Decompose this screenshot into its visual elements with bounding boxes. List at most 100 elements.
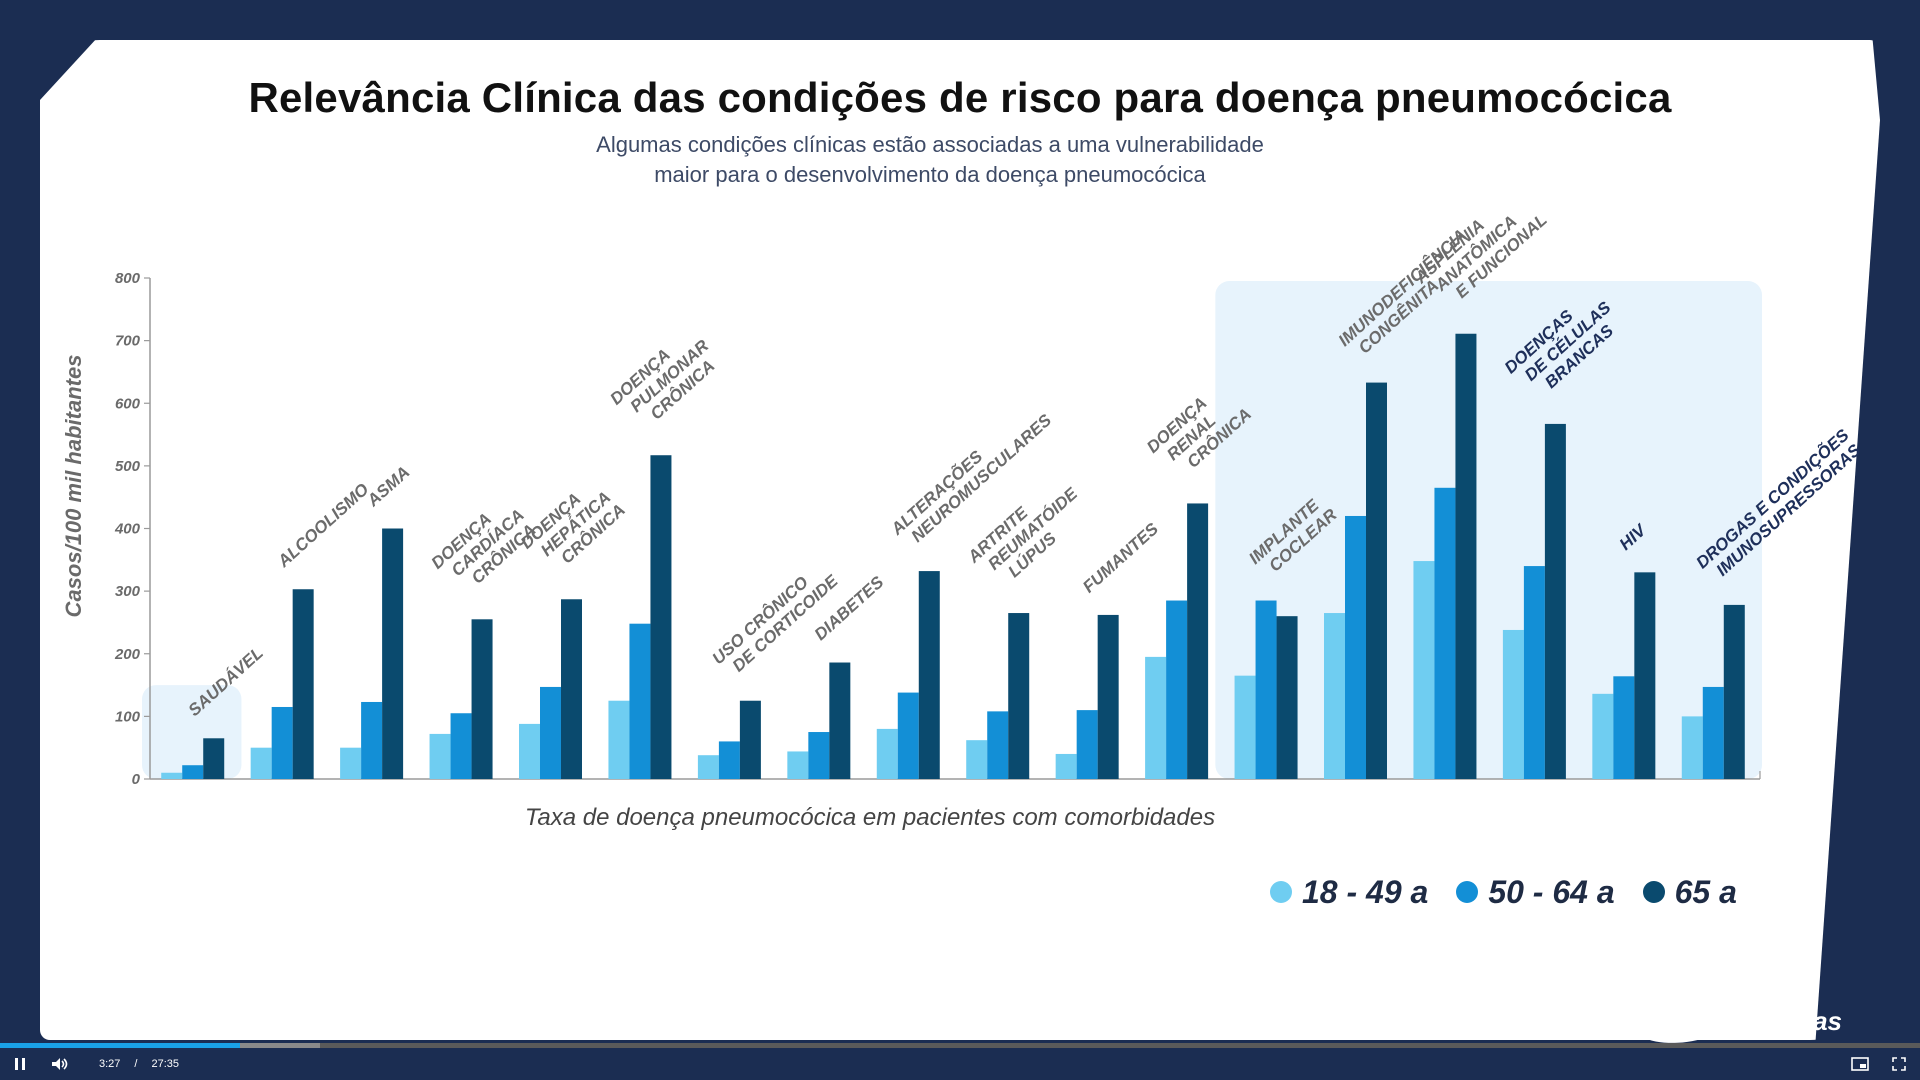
bar-7-series-3 bbox=[739, 700, 761, 779]
bar-14-series-2 bbox=[1345, 515, 1366, 779]
bar-7-series-1 bbox=[697, 755, 719, 779]
bar-13-series-2 bbox=[1255, 600, 1277, 779]
bar-15-series-1 bbox=[1413, 561, 1435, 779]
bar-9-series-2 bbox=[897, 692, 919, 779]
bar-4-series-3 bbox=[471, 619, 493, 779]
y-tick-label: 300 bbox=[115, 583, 141, 600]
y-tick-label: 500 bbox=[115, 458, 141, 475]
bar-15-series-3 bbox=[1455, 333, 1477, 779]
bar-9-series-1 bbox=[876, 728, 898, 779]
category-label-line: FUMANTES bbox=[1079, 519, 1162, 597]
subtitle-line-1: Algumas condições clínicas estão associa… bbox=[596, 132, 1264, 157]
category-label-2: ALCOOLISMO bbox=[273, 480, 372, 572]
time-separator: / bbox=[134, 1058, 138, 1070]
time-display: 3:27 / 27:35 bbox=[99, 1048, 179, 1080]
fullscreen-icon bbox=[1892, 1057, 1906, 1071]
category-label-3: ASMA bbox=[363, 463, 414, 511]
slide-title: Relevância Clínica das condições de risc… bbox=[248, 74, 1672, 121]
bar-8-series-3 bbox=[829, 662, 851, 779]
bar-8-series-2 bbox=[808, 732, 830, 779]
bar-13-series-3 bbox=[1276, 616, 1298, 779]
bar-3-series-2 bbox=[361, 701, 383, 779]
current-time: 3:27 bbox=[99, 1058, 121, 1070]
bar-13-series-1 bbox=[1234, 675, 1256, 779]
bar-1-series-1 bbox=[161, 772, 183, 779]
video-controls: 3:27 / 27:35 bbox=[0, 1048, 1920, 1080]
pause-icon bbox=[15, 1058, 25, 1070]
bar-12-series-2 bbox=[1166, 600, 1188, 779]
x-axis-label: Taxa de doença pneumocócica em pacientes… bbox=[524, 804, 1216, 831]
bar-14-series-3 bbox=[1366, 382, 1387, 779]
legend-label-65: 65 a bbox=[1674, 873, 1737, 910]
bar-12-series-1 bbox=[1145, 656, 1167, 779]
bar-6-series-2 bbox=[629, 623, 651, 779]
bar-1-series-3 bbox=[203, 738, 225, 779]
y-tick-label: 400 bbox=[114, 521, 141, 538]
bar-16-series-2 bbox=[1523, 566, 1545, 779]
bar-5-series-3 bbox=[561, 599, 582, 779]
bar-14-series-1 bbox=[1324, 613, 1345, 779]
bar-10-series-1 bbox=[966, 740, 988, 779]
bar-16-series-3 bbox=[1544, 423, 1566, 779]
pause-button[interactable] bbox=[12, 1048, 28, 1080]
bar-10-series-2 bbox=[987, 711, 1009, 779]
pip-button[interactable] bbox=[1851, 1048, 1869, 1080]
pip-icon bbox=[1851, 1057, 1869, 1071]
brand: Pfizer Vacinas bbox=[1632, 993, 1842, 1049]
bar-11-series-2 bbox=[1076, 710, 1098, 779]
y-tick-label: 700 bbox=[115, 333, 141, 350]
bar-17-series-1 bbox=[1592, 693, 1614, 779]
legend-item-18-49: 18 - 49 a bbox=[1270, 874, 1428, 911]
bar-5-series-2 bbox=[540, 686, 561, 779]
slide-subtitle: Algumas condições clínicas estão associa… bbox=[0, 130, 1860, 190]
bar-15-series-2 bbox=[1434, 487, 1456, 779]
brand-text: Vacinas bbox=[1744, 1005, 1842, 1036]
bar-11-series-1 bbox=[1055, 753, 1077, 779]
bar-5-series-1 bbox=[519, 723, 540, 779]
bar-3-series-3 bbox=[382, 528, 404, 779]
bar-12-series-3 bbox=[1187, 503, 1209, 779]
bar-2-series-2 bbox=[271, 706, 293, 779]
bar-17-series-3 bbox=[1634, 572, 1656, 779]
bar-6-series-1 bbox=[608, 700, 630, 779]
category-label-line: ALCOOLISMO bbox=[273, 480, 372, 572]
video-progress-bar[interactable] bbox=[0, 1043, 1920, 1048]
fullscreen-button[interactable] bbox=[1892, 1048, 1906, 1080]
y-tick-label: 0 bbox=[132, 771, 141, 788]
subtitle-line-2: maior para o desenvolvimento da doença p… bbox=[654, 162, 1206, 187]
bar-18-series-2 bbox=[1702, 686, 1724, 779]
bar-7-series-2 bbox=[718, 741, 740, 779]
y-tick-label: 100 bbox=[115, 708, 141, 725]
bar-4-series-1 bbox=[429, 733, 451, 779]
bar-2-series-3 bbox=[292, 589, 314, 779]
bar-8-series-1 bbox=[787, 751, 809, 779]
bar-1-series-2 bbox=[182, 765, 204, 779]
y-tick-label: 600 bbox=[115, 395, 141, 412]
legend-item-50-64: 50 - 64 a bbox=[1456, 873, 1615, 911]
y-tick-label: 200 bbox=[114, 646, 141, 663]
legend-swatch-65 bbox=[1642, 881, 1665, 903]
chart-legend: 18 - 49 a 50 - 64 a 65 a bbox=[1270, 870, 1737, 914]
bar-6-series-3 bbox=[650, 455, 672, 779]
y-axis-label: Casos/100 mil habitantes bbox=[61, 354, 86, 618]
volume-button[interactable] bbox=[50, 1048, 70, 1080]
volume-icon bbox=[52, 1058, 68, 1070]
legend-label-18-49: 18 - 49 a bbox=[1302, 873, 1429, 910]
duration: 27:35 bbox=[151, 1058, 180, 1070]
category-label-11: FUMANTES bbox=[1079, 519, 1162, 597]
legend-label-50-64: 50 - 64 a bbox=[1488, 873, 1615, 910]
pfizer-logo: Pfizer bbox=[1632, 993, 1738, 1049]
bar-18-series-3 bbox=[1723, 604, 1745, 779]
bar-10-series-3 bbox=[1008, 613, 1030, 779]
bar-4-series-2 bbox=[450, 713, 472, 779]
bar-18-series-1 bbox=[1681, 716, 1703, 779]
y-tick-label: 800 bbox=[115, 270, 141, 287]
bar-11-series-3 bbox=[1097, 614, 1119, 779]
category-label-line: ASMA bbox=[363, 463, 414, 511]
legend-swatch-18-49 bbox=[1270, 881, 1292, 903]
bar-17-series-2 bbox=[1613, 676, 1635, 779]
video-progress-fill bbox=[0, 1043, 240, 1048]
